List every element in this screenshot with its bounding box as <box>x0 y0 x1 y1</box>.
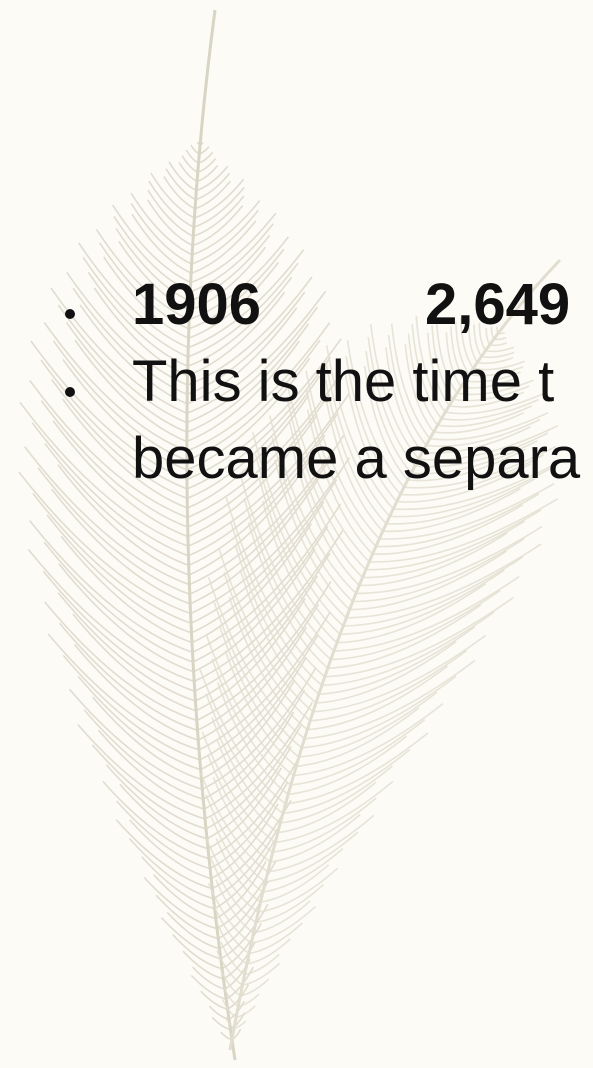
feather-stroke <box>183 951 223 979</box>
feather-stroke <box>60 623 198 730</box>
feather-stroke <box>286 733 428 804</box>
feather-stroke <box>192 210 259 264</box>
feather-stroke <box>173 935 222 969</box>
feather-stroke <box>196 166 227 190</box>
bullet-year: 1906 <box>132 276 261 334</box>
bullet-dot <box>65 387 75 397</box>
feather-stroke <box>164 177 195 209</box>
feather-stroke <box>63 655 200 759</box>
feather-stroke <box>196 173 230 199</box>
feather-stroke <box>131 193 192 255</box>
feather-stroke <box>249 923 302 954</box>
feather-stroke <box>299 692 437 757</box>
feather-stroke <box>195 181 230 209</box>
feather-stroke <box>245 954 280 974</box>
feather-decoration <box>0 0 593 1068</box>
bullet-line: became a separa <box>132 430 580 488</box>
feather-stroke <box>131 203 191 264</box>
bullet-dot <box>65 309 75 319</box>
bullet-value: 2,649 <box>425 276 570 334</box>
feather-stroke <box>166 169 196 200</box>
bullet-line: This is the time t <box>132 353 554 411</box>
feather-stroke <box>191 145 199 154</box>
slide: 1906 2,649 This is the time t became a s… <box>0 0 593 1068</box>
feather-stroke <box>144 878 217 929</box>
feather-stroke <box>169 162 196 191</box>
feather-stroke <box>69 689 202 789</box>
feather-stroke <box>120 784 208 848</box>
feather-stroke <box>216 880 254 933</box>
